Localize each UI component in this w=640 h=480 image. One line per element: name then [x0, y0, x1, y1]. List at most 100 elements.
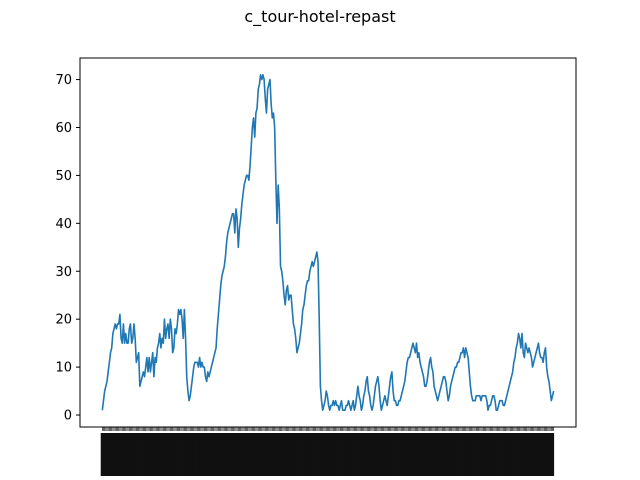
- x-tick-label: [529, 433, 534, 476]
- x-tick-label: [365, 433, 369, 476]
- x-tick-label: [499, 433, 503, 476]
- x-tick-label: [457, 433, 461, 476]
- x-tick-label: [208, 433, 212, 476]
- x-tick-label: [201, 433, 205, 476]
- x-tick-label: [307, 433, 311, 476]
- x-tick-label: [461, 433, 466, 476]
- x-tick-label: [285, 433, 290, 476]
- x-tick-label: [466, 433, 470, 476]
- x-tick-label: [107, 433, 111, 476]
- x-tick-label: [492, 433, 496, 476]
- x-tick-label: [114, 433, 118, 476]
- x-tick-label: [161, 433, 165, 476]
- x-tick-label: [353, 433, 358, 476]
- x-tick-label: [227, 433, 231, 476]
- x-tick-label: [274, 433, 278, 476]
- x-tick-label: [314, 433, 318, 476]
- x-tick-label: [110, 433, 114, 476]
- x-tick-label: [140, 433, 144, 476]
- x-tick-label: [379, 433, 383, 476]
- x-tick-label: [520, 433, 524, 476]
- x-tick-label: [433, 433, 437, 476]
- x-tick-label: [328, 433, 332, 476]
- x-tick-label: [257, 433, 262, 476]
- x-tick-label: [534, 433, 538, 476]
- x-tick-label: [407, 433, 412, 476]
- x-tick-label: [428, 433, 433, 476]
- x-tick-label: [419, 433, 423, 476]
- x-tick-label: [248, 433, 252, 476]
- x-tick-label: [126, 433, 130, 476]
- x-tick-label: [468, 433, 473, 476]
- x-tick-label: [295, 433, 299, 476]
- x-tick-label: [417, 433, 421, 476]
- y-tick-label: 0: [64, 409, 72, 424]
- x-tick-label: [445, 433, 449, 476]
- x-tick-label: [450, 433, 454, 476]
- x-tick-label: [330, 433, 334, 476]
- x-tick-label: [323, 433, 327, 476]
- x-tick-label: [515, 433, 519, 476]
- x-tick-label: [513, 433, 517, 476]
- x-tick-label: [206, 433, 210, 476]
- x-tick-label: [335, 433, 339, 476]
- series-layer: [101, 73, 555, 412]
- x-tick-label: [471, 433, 475, 476]
- x-tick-label: [504, 433, 508, 476]
- x-tick-label: [368, 433, 372, 476]
- x-tick-label: [159, 433, 163, 476]
- x-tick-label: [182, 433, 186, 476]
- x-tick-label: [292, 433, 297, 476]
- x-tick-label: [349, 433, 353, 476]
- x-tick-label: [152, 433, 156, 476]
- x-tick-label: [236, 433, 240, 476]
- x-tick-label: [168, 433, 172, 476]
- x-tick-label: [220, 433, 224, 476]
- x-tick-label: [147, 433, 151, 476]
- x-tick-label: [454, 433, 458, 476]
- x-tick-label: [283, 433, 287, 476]
- x-tick-label: [447, 433, 451, 476]
- x-tick-label: [389, 433, 393, 476]
- x-tick-label: [133, 433, 137, 476]
- x-tick-label: [501, 433, 505, 476]
- x-tick-label: [487, 433, 491, 476]
- x-tick-label: [185, 433, 189, 476]
- x-tick-label: [194, 433, 198, 476]
- x-tick-label: [332, 433, 337, 476]
- x-tick-label: [511, 433, 515, 476]
- x-tick-label: [124, 433, 128, 476]
- x-tick-label: [271, 433, 276, 476]
- x-tick-label: [154, 433, 158, 476]
- x-tick-label: [175, 433, 179, 476]
- x-tick-label: [321, 433, 325, 476]
- x-tick-label: [372, 433, 376, 476]
- x-tick-label: [548, 433, 552, 476]
- x-tick-label: [506, 433, 510, 476]
- x-tick-label: [112, 433, 116, 476]
- x-tick-label: [478, 433, 482, 476]
- x-tick-label: [342, 433, 346, 476]
- x-tick-label: [103, 433, 107, 476]
- x-tick-label: [489, 433, 494, 476]
- x-tick-label: [316, 433, 320, 476]
- x-tick-label: [325, 433, 330, 476]
- x-tick-label: [262, 433, 266, 476]
- x-tick-label: [443, 433, 447, 476]
- x-tick-label: [234, 433, 238, 476]
- x-tick-label: [304, 433, 308, 476]
- x-tick-label: [346, 433, 351, 476]
- y-tick-label: 40: [55, 217, 72, 232]
- x-tick-label: [192, 433, 196, 476]
- y-tick-label: 70: [55, 73, 72, 88]
- x-tick-label: [426, 433, 430, 476]
- x-tick-label: [421, 433, 426, 476]
- series-line: [101, 73, 555, 412]
- x-tick-label: [138, 433, 142, 476]
- x-tick-label: [215, 433, 219, 476]
- x-tick-label: [464, 433, 468, 476]
- x-tick-label: [276, 433, 280, 476]
- x-tick-label: [405, 433, 409, 476]
- x-tick-label: [213, 433, 217, 476]
